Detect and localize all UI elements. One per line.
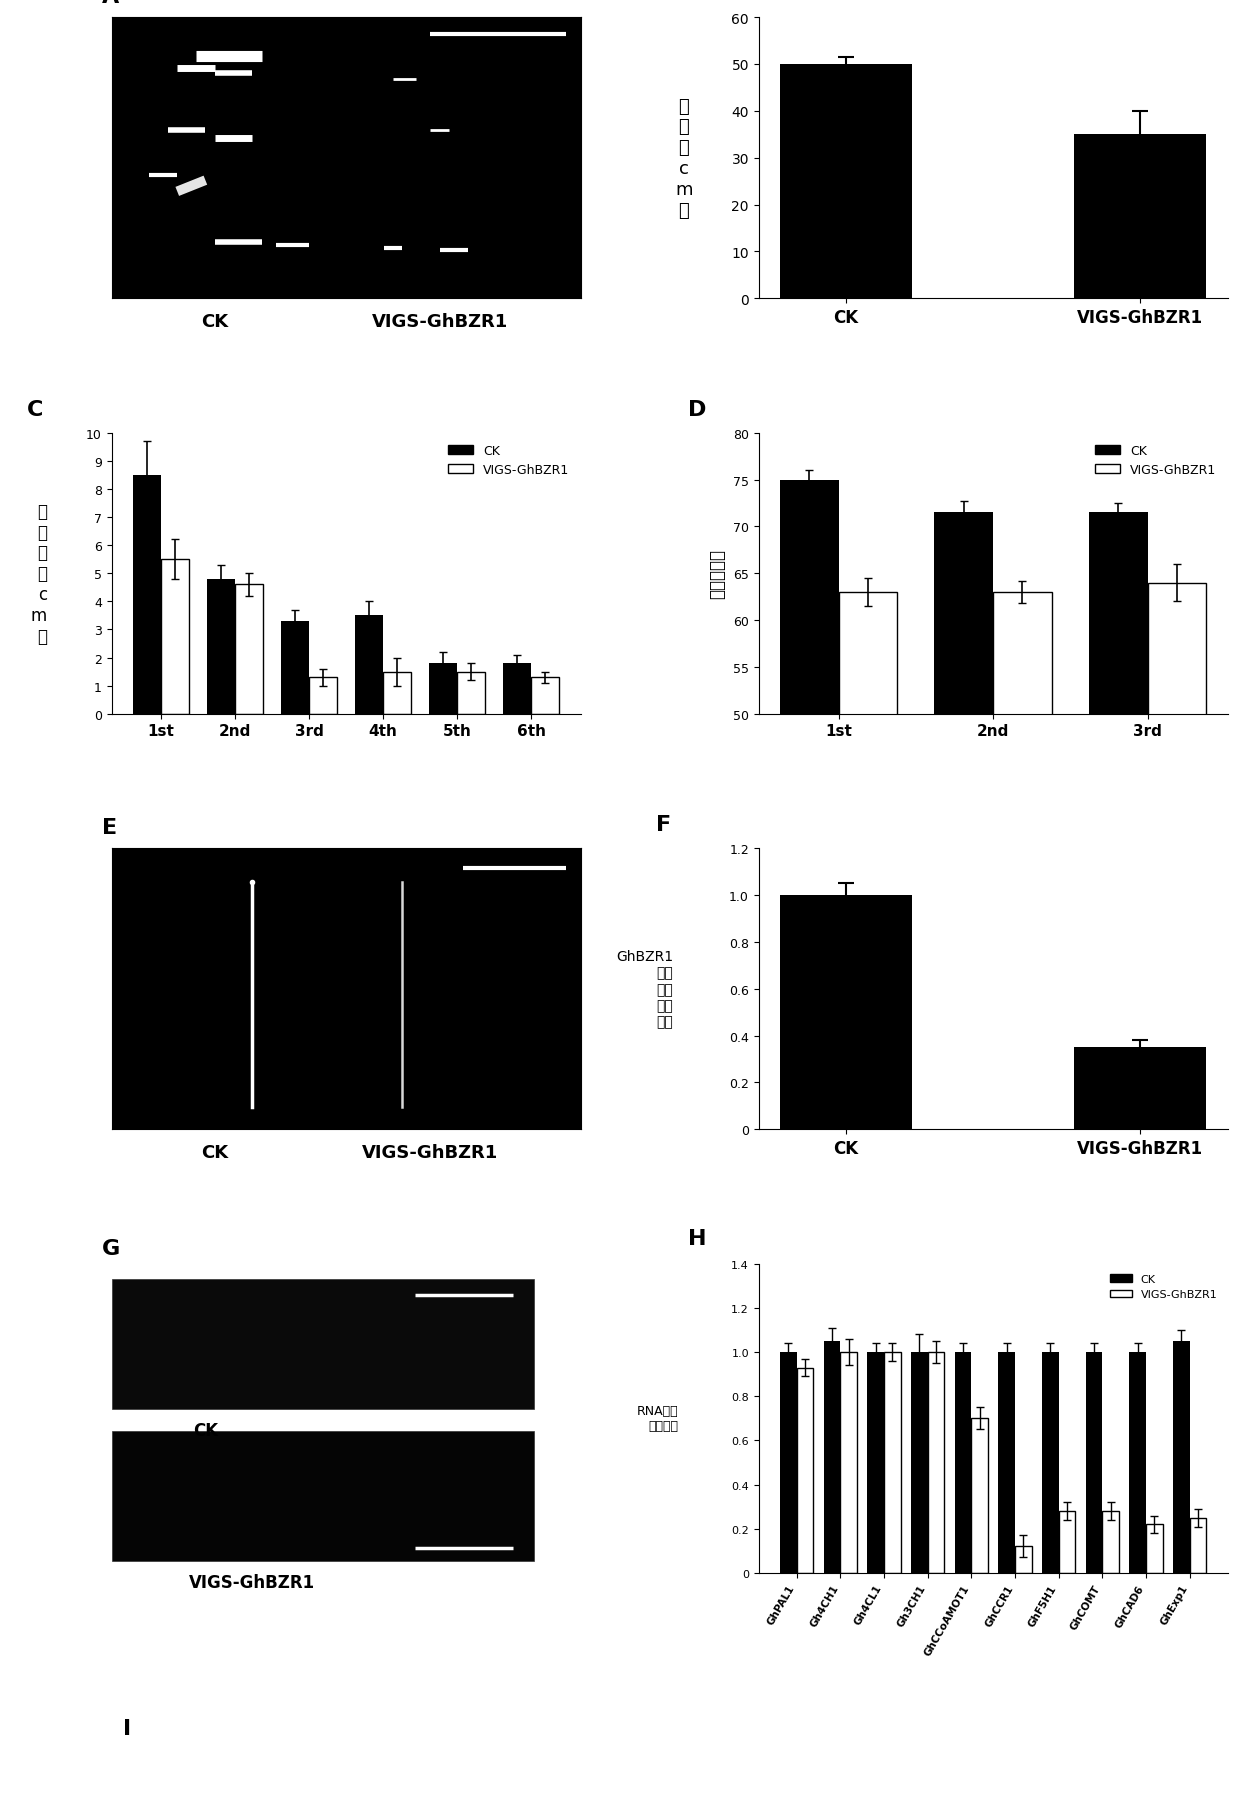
Legend: CK, VIGS-GhBZR1: CK, VIGS-GhBZR1 bbox=[1090, 439, 1221, 483]
Bar bbox=[796, 1368, 813, 1573]
Bar bbox=[1102, 1511, 1118, 1573]
Text: CK: CK bbox=[201, 314, 228, 332]
Bar bbox=[236, 586, 263, 715]
Text: VIGS-GhBZR1: VIGS-GhBZR1 bbox=[372, 314, 508, 332]
Bar bbox=[780, 65, 913, 299]
Text: CK: CK bbox=[192, 1422, 218, 1440]
Bar bbox=[133, 475, 161, 715]
Bar bbox=[780, 481, 838, 1183]
Bar bbox=[1086, 1353, 1102, 1573]
Y-axis label: 株
高
（
c
m
）: 株 高 （ c m ） bbox=[675, 98, 692, 219]
Bar bbox=[355, 617, 383, 715]
Text: VIGS-GhBZR1: VIGS-GhBZR1 bbox=[190, 1573, 315, 1591]
Y-axis label: 果枝夹角度: 果枝夹角度 bbox=[708, 550, 727, 599]
Y-axis label: RNA中相
对表达量: RNA中相 对表达量 bbox=[637, 1404, 678, 1433]
Text: A: A bbox=[102, 0, 119, 7]
Text: I: I bbox=[123, 1718, 131, 1738]
Bar bbox=[928, 1353, 944, 1573]
Bar bbox=[993, 593, 1052, 1183]
Bar bbox=[911, 1353, 928, 1573]
Bar bbox=[780, 1353, 796, 1573]
Bar bbox=[1147, 584, 1207, 1183]
Bar bbox=[309, 678, 337, 715]
Bar bbox=[207, 579, 236, 715]
Bar bbox=[1189, 1518, 1207, 1573]
Bar bbox=[867, 1353, 884, 1573]
Bar bbox=[1173, 1341, 1189, 1573]
Bar bbox=[383, 673, 412, 715]
Bar bbox=[998, 1353, 1016, 1573]
Text: G: G bbox=[102, 1237, 120, 1257]
Bar bbox=[1042, 1353, 1059, 1573]
Bar bbox=[531, 678, 559, 715]
Text: E: E bbox=[102, 818, 118, 838]
Text: B: B bbox=[675, 0, 691, 4]
Bar bbox=[112, 1279, 533, 1409]
Bar bbox=[841, 1353, 857, 1573]
Text: D: D bbox=[688, 399, 707, 419]
Bar bbox=[1130, 1353, 1146, 1573]
Text: CK: CK bbox=[201, 1145, 228, 1161]
Y-axis label: GhBZR1
基因
的相
对表
达量: GhBZR1 基因 的相 对表 达量 bbox=[616, 951, 673, 1029]
Bar bbox=[1074, 1048, 1207, 1130]
Bar bbox=[429, 664, 458, 715]
Bar bbox=[823, 1341, 841, 1573]
Text: VIGS-GhBZR1: VIGS-GhBZR1 bbox=[362, 1145, 498, 1161]
Text: C: C bbox=[27, 399, 43, 419]
Text: F: F bbox=[656, 814, 671, 834]
Bar bbox=[112, 1431, 533, 1560]
Bar bbox=[281, 622, 309, 715]
Bar bbox=[458, 673, 485, 715]
Bar bbox=[503, 664, 531, 715]
Bar bbox=[161, 561, 190, 715]
Bar bbox=[1074, 136, 1207, 299]
Bar bbox=[1089, 513, 1147, 1183]
Bar bbox=[935, 513, 993, 1183]
Y-axis label: 节
间
距
（
c
m
）: 节 间 距 （ c m ） bbox=[31, 502, 47, 646]
Bar bbox=[1016, 1547, 1032, 1573]
Legend: CK, VIGS-GhBZR1: CK, VIGS-GhBZR1 bbox=[1105, 1270, 1223, 1304]
Bar bbox=[884, 1353, 900, 1573]
Bar bbox=[838, 593, 898, 1183]
Bar bbox=[780, 896, 913, 1130]
Legend: CK, VIGS-GhBZR1: CK, VIGS-GhBZR1 bbox=[443, 439, 574, 483]
Bar bbox=[971, 1419, 988, 1573]
Bar bbox=[1146, 1524, 1163, 1573]
Text: H: H bbox=[688, 1228, 707, 1248]
Bar bbox=[955, 1353, 971, 1573]
Bar bbox=[1059, 1511, 1075, 1573]
